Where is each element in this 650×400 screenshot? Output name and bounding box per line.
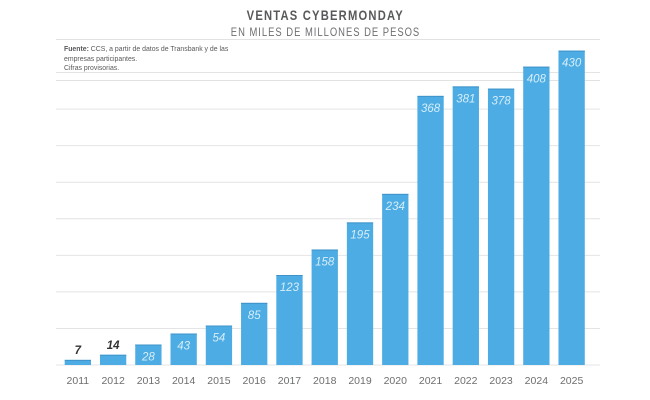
svg-text:2017: 2017	[278, 375, 302, 387]
svg-text:2025: 2025	[560, 375, 584, 387]
svg-text:158: 158	[315, 256, 335, 268]
svg-text:2024: 2024	[525, 375, 549, 387]
svg-text:2011: 2011	[67, 375, 90, 387]
svg-text:2016: 2016	[243, 375, 267, 387]
svg-text:381: 381	[456, 93, 475, 105]
svg-text:2013: 2013	[137, 375, 161, 387]
svg-text:85: 85	[248, 310, 261, 322]
svg-text:368: 368	[421, 103, 441, 115]
svg-text:2012: 2012	[101, 375, 125, 387]
svg-text:378: 378	[491, 96, 511, 108]
svg-text:54: 54	[213, 333, 226, 345]
svg-text:2019: 2019	[348, 375, 372, 387]
svg-text:2015: 2015	[207, 375, 231, 387]
svg-text:7: 7	[75, 345, 82, 357]
svg-text:2014: 2014	[172, 375, 196, 387]
svg-text:2023: 2023	[489, 375, 513, 387]
svg-text:43: 43	[177, 341, 190, 353]
svg-text:28: 28	[141, 352, 155, 364]
svg-text:14: 14	[107, 340, 120, 352]
svg-text:408: 408	[527, 74, 547, 86]
svg-text:2020: 2020	[384, 375, 408, 387]
svg-text:430: 430	[562, 58, 582, 70]
svg-text:2022: 2022	[454, 375, 478, 387]
svg-text:2021: 2021	[419, 375, 443, 387]
svg-text:195: 195	[350, 229, 370, 241]
svg-text:123: 123	[280, 282, 300, 294]
svg-text:234: 234	[385, 201, 405, 213]
svg-text:2018: 2018	[313, 375, 337, 387]
